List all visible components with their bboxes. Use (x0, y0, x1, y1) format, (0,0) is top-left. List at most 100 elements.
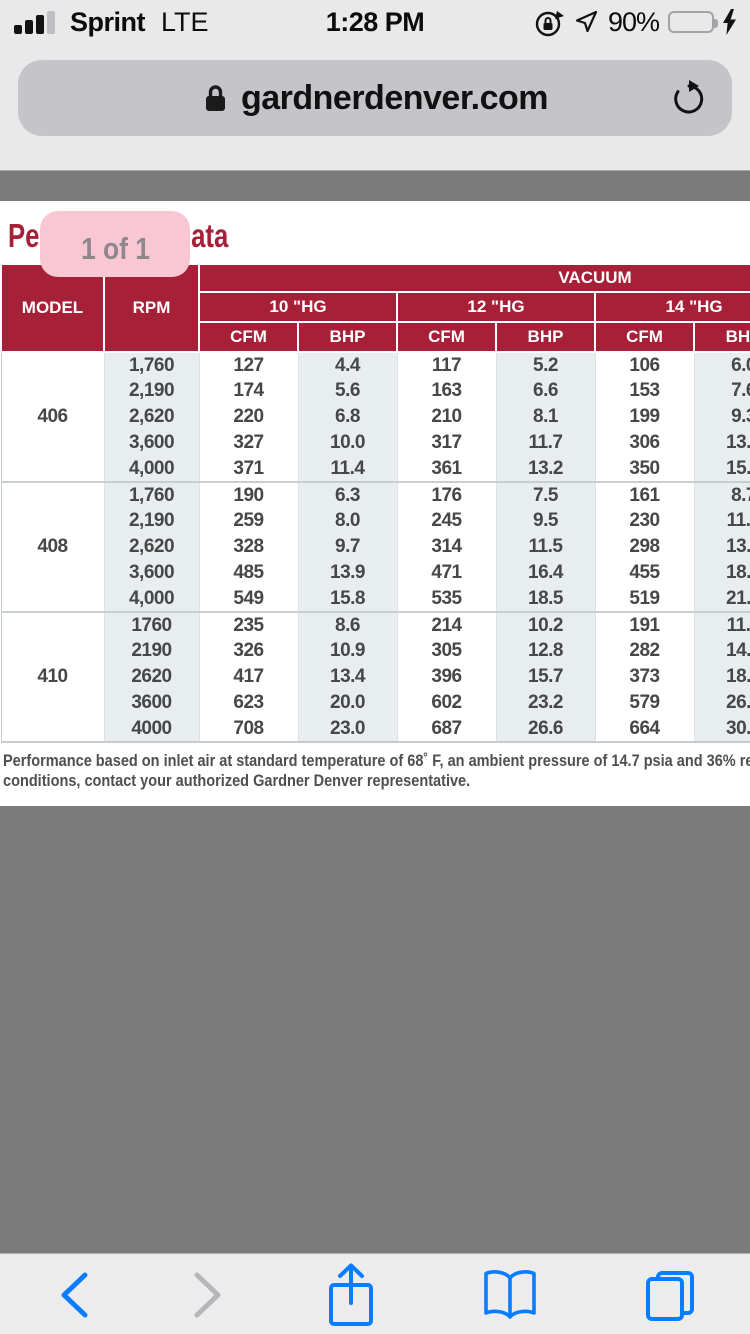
network-type-label: LTE (161, 6, 209, 37)
cfm-cell: 455 (595, 560, 695, 586)
bookmarks-button[interactable] (479, 1268, 541, 1322)
model-group-410: 41017602358.621410.219111.8219032610.930… (1, 611, 750, 742)
bhp-cell: 5.6 (298, 378, 398, 404)
cfm-cell: 245 (397, 508, 497, 534)
bhp-cell: 6.8 (298, 404, 398, 430)
cfm-cell: 328 (199, 534, 299, 560)
page-bottom-gutter (0, 806, 750, 1253)
rpm-cell: 3,600 (104, 560, 200, 586)
bhp-cell: 8.1 (496, 404, 596, 430)
location-services-icon (575, 10, 598, 33)
model-cell: 408 (1, 481, 105, 612)
bhp-cell: 15.7 (496, 664, 596, 690)
bhp-cell: 11.0 (694, 508, 750, 534)
forward-button[interactable] (192, 1271, 224, 1319)
charging-bolt-icon (723, 9, 736, 35)
bhp-cell: 6.6 (496, 378, 596, 404)
bhp-cell: 11.4 (298, 456, 398, 482)
bhp-cell: 15.1 (694, 456, 750, 482)
bhp-cell: 8.0 (298, 508, 398, 534)
bhp-header: BHP (297, 321, 398, 353)
cfm-cell: 602 (397, 690, 497, 716)
bhp-cell: 4.4 (298, 352, 398, 378)
rpm-cell: 1,760 (104, 481, 200, 508)
rpm-cell: 3600 (104, 690, 200, 716)
cfm-cell: 306 (595, 430, 695, 456)
cfm-cell: 190 (199, 481, 299, 508)
bhp-cell: 7.6 (694, 378, 750, 404)
cfm-cell: 220 (199, 404, 299, 430)
cfm-cell: 579 (595, 690, 695, 716)
bhp-cell: 11.8 (694, 611, 750, 638)
bhp-cell: 26.4 (694, 690, 750, 716)
find-on-page-badge: 1 of 1 (40, 211, 190, 277)
orientation-lock-icon (535, 10, 564, 36)
bhp-cell: 6.3 (298, 481, 398, 508)
cfm-cell: 485 (199, 560, 299, 586)
cfm-cell: 106 (595, 352, 695, 378)
browser-chrome-top: Sprint LTE 1:28 PM 90% (0, 0, 750, 171)
safari-toolbar (0, 1253, 750, 1334)
rpm-cell: 2,620 (104, 534, 200, 560)
bhp-cell: 26.6 (496, 716, 596, 742)
cfm-cell: 471 (397, 560, 497, 586)
cfm-cell: 373 (595, 664, 695, 690)
bhp-cell: 16.4 (496, 560, 596, 586)
cfm-cell: 127 (199, 352, 299, 378)
address-bar[interactable]: gardnerdenver.com (18, 60, 732, 136)
bhp-cell: 9.5 (496, 508, 596, 534)
bhp-cell: 18.0 (694, 664, 750, 690)
bhp-cell: 30.2 (694, 716, 750, 742)
vacuum-group-header: VACUUM (197, 263, 750, 293)
back-chevron-icon (61, 1272, 88, 1317)
cfm-cell: 326 (199, 638, 299, 664)
footnote-line-1: Performance based on inlet air at standa… (3, 752, 750, 770)
bhp-cell: 20.0 (298, 690, 398, 716)
cfm-cell: 305 (397, 638, 497, 664)
cfm-cell: 535 (397, 586, 497, 612)
model-group-406: 4061,7601274.41175.21066.02,1901745.6163… (1, 352, 750, 482)
bhp-cell: 12.8 (496, 638, 596, 664)
bookmarks-book-icon (483, 1269, 536, 1319)
bhp-header: BHP (495, 321, 596, 353)
model-cell: 410 (1, 611, 105, 742)
cfm-cell: 317 (397, 430, 497, 456)
bhp-cell: 6.0 (694, 352, 750, 378)
rpm-cell: 2,620 (104, 404, 200, 430)
cfm-cell: 214 (397, 611, 497, 638)
cfm-cell: 282 (595, 638, 695, 664)
cfm-cell: 163 (397, 378, 497, 404)
bhp-cell: 5.2 (496, 352, 596, 378)
cfm-cell: 210 (397, 404, 497, 430)
bhp-cell: 10.9 (298, 638, 398, 664)
bhp-cell: 10.2 (496, 611, 596, 638)
bhp-cell: 13.2 (496, 456, 596, 482)
signal-strength-icon (14, 10, 55, 34)
bhp-cell: 7.5 (496, 481, 596, 508)
tabs-icon (646, 1270, 694, 1321)
page-top-gutter (0, 171, 750, 201)
rpm-cell: 2620 (104, 664, 200, 690)
cfm-cell: 371 (199, 456, 299, 482)
tabs-button[interactable] (642, 1267, 698, 1323)
back-button[interactable] (58, 1271, 90, 1319)
rpm-column-header: RPM (103, 263, 200, 353)
rpm-cell: 2190 (104, 638, 200, 664)
cfm-cell: 153 (595, 378, 695, 404)
bhp-cell: 8.7 (694, 481, 750, 508)
cfm-header: CFM (594, 321, 695, 353)
reload-button[interactable] (670, 80, 706, 116)
bhp-cell: 11.7 (496, 430, 596, 456)
share-button[interactable] (325, 1261, 377, 1329)
